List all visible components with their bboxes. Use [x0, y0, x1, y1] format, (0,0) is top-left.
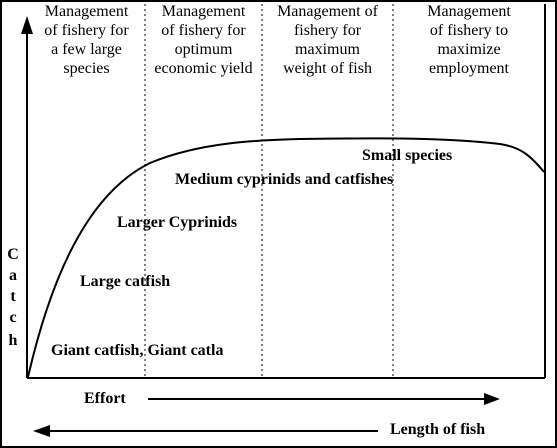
effort-label: Effort: [84, 390, 126, 407]
label-larger-cyprinids: Larger Cyprinids: [117, 214, 238, 231]
effort-arrowhead: [484, 393, 500, 405]
y-axis-letter-c: C: [7, 246, 19, 263]
y-axis-letter-c2: c: [9, 309, 17, 326]
length-of-fish-label: Length of fish: [390, 421, 486, 438]
column-header-4: Management of fishery to maximize employ…: [427, 3, 511, 77]
y-axis-letter-t: t: [10, 288, 16, 305]
column-header-1: Management of fishery for a few large sp…: [44, 3, 129, 77]
label-small-species: Small species: [362, 147, 453, 164]
y-axis-letter-h: h: [8, 332, 18, 349]
label-large-catfish: Large catfish: [80, 273, 171, 290]
label-medium-cyprinids: Medium cyprinids and catfishes: [175, 171, 394, 188]
length-arrowhead: [33, 425, 50, 437]
catch-curve: [27, 137, 545, 378]
y-axis-letter-a: a: [9, 267, 17, 284]
column-header-2: Management of fishery for optimum econom…: [154, 3, 253, 77]
label-giant-catfish: Giant catfish, Giant catla: [51, 342, 224, 359]
y-axis-arrowhead: [21, 16, 33, 34]
column-header-3: Management of fishery for maximum weight…: [277, 3, 378, 77]
